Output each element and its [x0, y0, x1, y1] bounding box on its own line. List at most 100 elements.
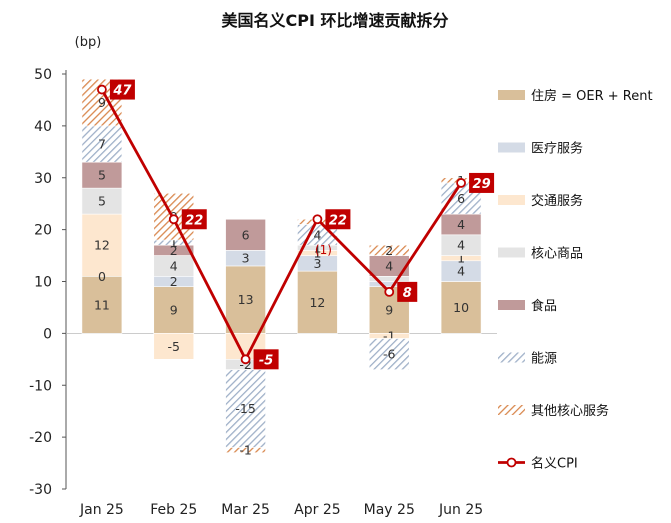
bar-segment — [225, 218, 266, 251]
bar-value-label: 10 — [453, 300, 469, 315]
bar-value-label: 1 — [313, 245, 321, 260]
cpi-marker — [97, 84, 107, 95]
cpi-callout-box — [397, 281, 418, 302]
legend-swatch — [498, 142, 525, 153]
bar-value-label: 1 — [457, 251, 465, 266]
bar-value-label: 2 — [170, 243, 178, 258]
bar-value-label: 4 — [457, 238, 465, 253]
bar-value-label: 9 — [98, 95, 106, 110]
bar-value-label: (1) — [315, 243, 332, 257]
y-tick-label: 10 — [34, 275, 52, 291]
cpi-callout-box — [253, 349, 279, 370]
bar-value-label: -6 — [383, 347, 396, 362]
legend-swatch — [498, 195, 525, 205]
bar-value-label: 13 — [238, 292, 254, 307]
bar-value-label: -15 — [235, 401, 255, 416]
bar-value-label: 11 — [94, 297, 110, 312]
y-tick-label: -30 — [29, 482, 52, 498]
bar-value-label: 2 — [170, 274, 178, 289]
legend-label: 其他核心服务 — [531, 403, 609, 419]
chart-title: 美国名义CPI 环比增速贡献拆分 — [222, 11, 449, 30]
bar-segment — [153, 333, 195, 360]
cpi-line — [100, 88, 463, 361]
cpi-callout-box — [469, 172, 495, 193]
bar-value-label: 4 — [313, 227, 321, 242]
y-tick-label: -10 — [29, 378, 52, 394]
bar-value-label: 12 — [309, 295, 325, 310]
bar-segment — [153, 286, 195, 334]
legend-swatch — [498, 247, 525, 258]
bar-value-label: 3 — [313, 256, 321, 271]
legend-swatch — [498, 352, 525, 363]
cpi-callout-label: 29 — [473, 177, 491, 192]
x-tick-label: Apr 25 — [294, 502, 340, 518]
bar-value-label: 7 — [98, 137, 106, 152]
legend-swatch — [498, 405, 525, 415]
cpi-callout-label: 47 — [112, 84, 132, 99]
bar-value-label: -1 — [239, 443, 251, 458]
bar-value-label: 5 — [98, 194, 106, 209]
bar-value-label: 0 — [98, 269, 106, 284]
cpi-callout-label: 22 — [329, 213, 347, 228]
legend-label: 食品 — [531, 298, 557, 314]
legend-label: 核心商品 — [531, 247, 583, 262]
x-tick-label: May 25 — [364, 502, 415, 518]
bar-value-label: 1 — [313, 240, 321, 255]
bar-segment — [81, 125, 123, 163]
legend-label: 交通服务 — [531, 193, 583, 209]
cpi-marker — [456, 178, 466, 188]
y-tick-label: -20 — [29, 430, 52, 446]
cpi-callout-box — [325, 209, 351, 230]
cpi-callout-label: 22 — [185, 213, 203, 228]
bar-value-label: 9 — [385, 303, 393, 318]
bar-value-label: 4 — [170, 258, 178, 273]
bar-segment — [225, 447, 266, 453]
cpi-marker — [312, 214, 323, 225]
legend-swatch — [498, 300, 525, 310]
bar-value-label: 9 — [170, 303, 178, 318]
y-tick-label: 0 — [43, 326, 52, 342]
bar-segment — [368, 338, 410, 370]
bar-value-label: 6 — [242, 227, 250, 242]
bar-value-label: 1 — [170, 235, 178, 250]
cpi-callout-box — [109, 79, 135, 100]
bar-value-label: 5 — [98, 168, 106, 183]
legend-line-marker — [506, 457, 517, 468]
x-tick-label: Mar 25 — [221, 502, 270, 518]
bar-value-label: 4 — [457, 217, 465, 232]
bar-segment — [81, 213, 123, 277]
legend-label: 住房 = OER + Rent — [531, 88, 653, 104]
bar-segment — [225, 369, 266, 448]
x-tick-label: Jan 25 — [79, 502, 124, 518]
legend-label: 医疗服务 — [531, 141, 583, 157]
bar-segment — [368, 244, 410, 256]
y-tick-label: 40 — [34, 119, 52, 135]
y-tick-label: 30 — [34, 171, 52, 187]
legend-label: 能源 — [531, 352, 557, 367]
bar-segment — [81, 276, 123, 334]
cpi-marker — [240, 354, 251, 365]
bar-value-label: 4 — [385, 258, 393, 273]
x-tick-label: Jun 25 — [438, 502, 483, 518]
cpi-callout-box — [181, 209, 207, 230]
bar-value-label: 12 — [94, 238, 110, 253]
bar-value-label: 3 — [242, 251, 250, 266]
bar-value-label: 2 — [385, 243, 393, 258]
cpi-callout-label: -5 — [259, 353, 273, 368]
bar-value-label: -5 — [168, 339, 180, 354]
cpi-marker — [384, 286, 395, 297]
bar-segment — [81, 161, 123, 189]
legend-swatch — [498, 90, 525, 100]
legend: 住房 = OER + Rent 医疗服务交通服务核心商品食品能源其他核心服务名义C… — [498, 88, 653, 472]
cpi-marker — [168, 214, 179, 225]
bar-segment — [440, 281, 482, 334]
bar-value-label: 4 — [457, 264, 465, 279]
y-tick-label: 50 — [34, 67, 52, 83]
bar-value-label: 6 — [457, 191, 465, 206]
cpi-callout-label: 8 — [403, 286, 412, 301]
bar-segment — [81, 187, 123, 215]
bar-segment — [225, 265, 266, 334]
x-tick-label: Feb 25 — [150, 502, 197, 518]
